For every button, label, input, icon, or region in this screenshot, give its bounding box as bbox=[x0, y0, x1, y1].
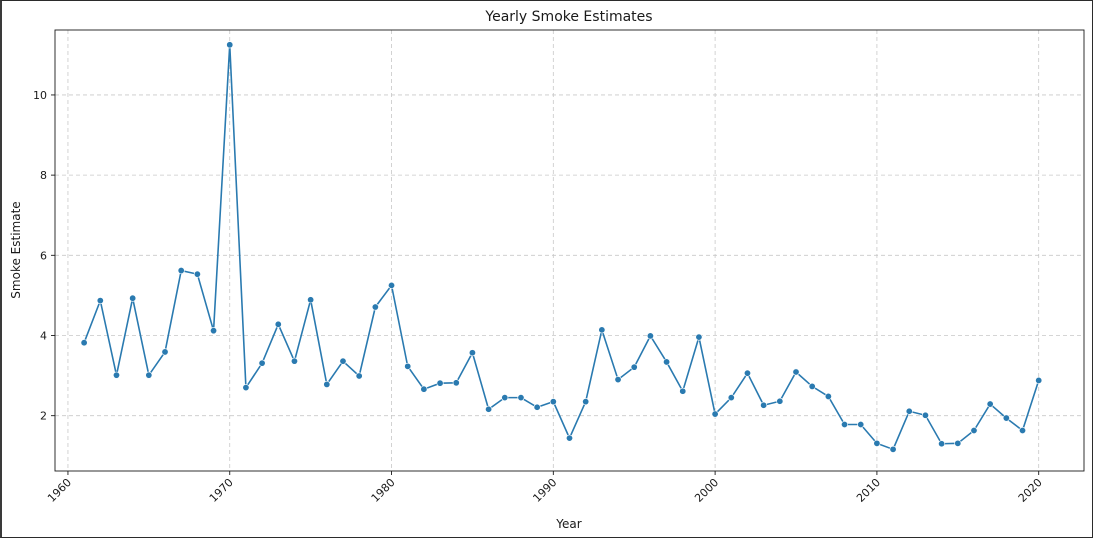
y-axis-label: Smoke Estimate bbox=[9, 201, 23, 298]
data-point bbox=[824, 392, 832, 400]
data-point bbox=[889, 445, 897, 453]
data-point bbox=[307, 296, 315, 304]
chart-title: Yearly Smoke Estimates bbox=[484, 9, 652, 25]
data-point bbox=[161, 348, 169, 356]
data-point bbox=[323, 380, 331, 388]
data-point bbox=[193, 270, 201, 278]
data-point bbox=[1002, 414, 1010, 422]
x-tick-label: 2020 bbox=[1016, 476, 1045, 505]
data-point bbox=[565, 434, 573, 442]
data-point bbox=[970, 427, 978, 435]
x-tick-label: 1980 bbox=[369, 476, 398, 505]
data-point bbox=[808, 382, 816, 390]
data-point bbox=[663, 358, 671, 366]
data-point bbox=[420, 385, 428, 393]
data-point bbox=[905, 407, 913, 415]
data-point bbox=[954, 439, 962, 447]
x-tick-label: 1960 bbox=[45, 476, 74, 505]
series-line bbox=[83, 44, 1040, 451]
data-point bbox=[630, 363, 638, 371]
data-point bbox=[938, 440, 946, 448]
data-point bbox=[339, 357, 347, 365]
data-point bbox=[614, 376, 622, 384]
data-point bbox=[533, 403, 541, 411]
data-point bbox=[760, 401, 768, 409]
data-point bbox=[210, 327, 218, 335]
x-axis-label: Year bbox=[555, 517, 581, 531]
y-tick-label: 2 bbox=[40, 410, 47, 423]
x-tick-label: 1970 bbox=[207, 476, 236, 505]
data-point bbox=[112, 371, 120, 379]
data-point bbox=[355, 372, 363, 380]
data-point bbox=[776, 397, 784, 405]
data-point bbox=[242, 384, 250, 392]
plot-area-frame bbox=[54, 29, 1085, 472]
data-point bbox=[582, 398, 590, 406]
y-tick-label: 10 bbox=[33, 89, 47, 102]
data-point bbox=[485, 405, 493, 413]
y-tick-label: 8 bbox=[40, 169, 47, 182]
data-point bbox=[598, 326, 606, 334]
y-tick-label: 4 bbox=[40, 329, 47, 342]
data-point bbox=[841, 420, 849, 428]
y-axis-ticks: 2 4 6 8 10 bbox=[33, 89, 55, 423]
data-point bbox=[792, 368, 800, 376]
x-tick-label: 2000 bbox=[692, 476, 721, 505]
data-point bbox=[177, 267, 185, 275]
x-tick-label: 2010 bbox=[854, 476, 883, 505]
data-point bbox=[517, 394, 525, 402]
data-point bbox=[404, 362, 412, 370]
data-point bbox=[727, 394, 735, 402]
x-tick-label: 1990 bbox=[530, 476, 559, 505]
y-tick-label: 6 bbox=[40, 249, 47, 262]
data-point bbox=[873, 439, 881, 447]
data-point bbox=[921, 411, 929, 419]
grid-lines bbox=[55, 30, 1084, 471]
data-point bbox=[501, 394, 509, 402]
data-point bbox=[646, 332, 654, 340]
data-point bbox=[549, 398, 557, 406]
data-point bbox=[711, 410, 719, 418]
data-point bbox=[388, 281, 396, 289]
data-point bbox=[857, 420, 865, 428]
data-point bbox=[695, 333, 703, 341]
data-point bbox=[743, 369, 751, 377]
data-point bbox=[679, 387, 687, 395]
data-point bbox=[1019, 427, 1027, 435]
data-point bbox=[96, 297, 104, 305]
data-point bbox=[274, 320, 282, 328]
data-point bbox=[452, 379, 460, 387]
data-point bbox=[226, 41, 234, 49]
data-point bbox=[371, 303, 379, 311]
data-point bbox=[290, 357, 298, 365]
x-axis-ticks: 1960 1970 1980 1990 2000 2010 2020 bbox=[45, 471, 1045, 505]
data-points bbox=[80, 41, 1043, 453]
data-point bbox=[129, 294, 137, 302]
data-point bbox=[258, 359, 266, 367]
data-point bbox=[468, 349, 476, 357]
data-point bbox=[1035, 376, 1043, 384]
data-point bbox=[80, 339, 88, 347]
data-point bbox=[436, 379, 444, 387]
data-point bbox=[145, 371, 153, 379]
data-point bbox=[986, 400, 994, 408]
